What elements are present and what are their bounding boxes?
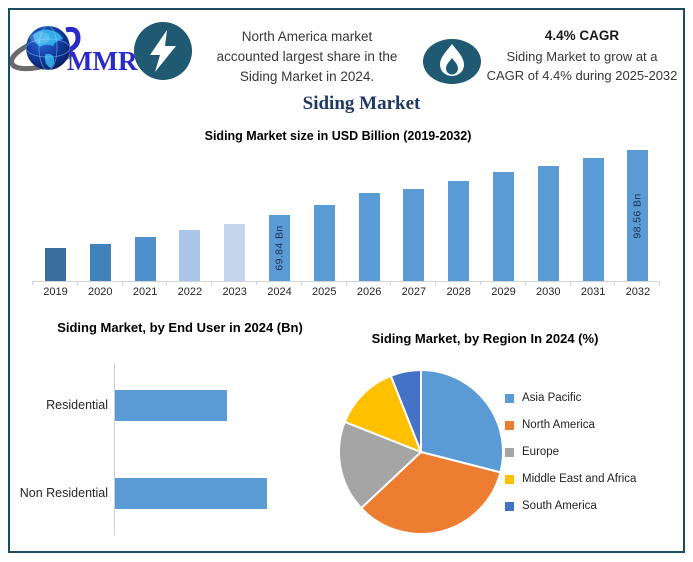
x-axis-tick (569, 281, 571, 285)
bar-2024: 69.84 Bn (269, 215, 290, 281)
legend-swatch (505, 501, 514, 511)
pie-slice-asia-pacific (420, 368, 504, 474)
legend-swatch (505, 393, 514, 403)
end-user-bar-0 (115, 390, 227, 421)
callout-line: Siding Market in 2024. (239, 69, 375, 84)
x-axis-tick (435, 281, 437, 285)
legend-swatch (505, 474, 514, 484)
lightning-icon (150, 30, 176, 72)
x-axis-tick (121, 281, 123, 285)
legend-item-north-america: North America (505, 418, 595, 432)
flame-icon (440, 44, 464, 76)
end-user-axis-line (114, 363, 115, 535)
x-axis-label-2024: 2024 (267, 286, 292, 298)
bar-value-label-2032: 98.56 Bn (631, 192, 644, 239)
bar-2027 (403, 189, 425, 281)
x-axis-label-2032: 2032 (625, 286, 651, 298)
x-axis-tick (480, 281, 481, 285)
callout-north-america: North America market accounted largest s… (203, 27, 411, 87)
x-axis-label-2019: 2019 (43, 286, 68, 298)
flame-badge (423, 39, 481, 84)
x-axis-label-2020: 2020 (88, 286, 113, 298)
bar-value-label-2024: 69.84 Bn (273, 225, 286, 271)
x-axis-label-2022: 2022 (177, 286, 203, 298)
region-chart-title: Siding Market, by Region In 2024 (%) (371, 331, 599, 346)
callout-line: North America market (241, 29, 373, 44)
cagr-line: Siding Market to grow at a (506, 49, 658, 64)
legend-label: Europe (522, 446, 560, 458)
legend-label: Middle East and Africa (522, 473, 637, 485)
lightning-badge (134, 22, 192, 80)
legend-label: South America (522, 500, 597, 512)
cagr-line: CAGR of 4.4% during 2025-2032 (486, 68, 678, 83)
bar-2026 (358, 193, 380, 281)
pie-slice-europe (338, 420, 423, 510)
globe-logo-graphic: MMR (9, 25, 138, 76)
legend-item-europe: Europe (505, 445, 559, 459)
region-pie-chart (338, 368, 504, 535)
bar-2021 (134, 237, 156, 281)
legend-label: North America (522, 419, 595, 431)
legend-label: Asia Pacific (522, 392, 582, 404)
pie-slice-middle-east-and-africa (343, 374, 423, 454)
end-user-label-1: Non Residential (19, 486, 108, 500)
end-user-chart-title: Siding Market, by End User in 2024 (Bn) (57, 320, 303, 335)
x-axis-label-2028: 2028 (446, 286, 471, 298)
cagr-heading: 4.4% CAGR (544, 28, 620, 43)
x-axis-tick (76, 281, 78, 285)
x-axis-tick (345, 281, 347, 285)
callout-cagr: 4.4% CAGR Siding Market to grow at a CAG… (476, 26, 688, 85)
legend-swatch (505, 420, 514, 430)
bar-2023 (224, 224, 246, 281)
x-axis-label-2025: 2025 (312, 286, 337, 298)
bar-2019 (45, 248, 66, 281)
x-axis-tick (659, 281, 661, 285)
mmr-logo: MMR (9, 14, 138, 86)
legend-item-south-america: South America (505, 499, 597, 513)
bar-2030 (537, 166, 559, 281)
bar-2029 (493, 172, 514, 281)
bar-2032: 98.56 Bn (627, 150, 649, 281)
end-user-bar-1 (115, 478, 267, 509)
bar-2025 (313, 205, 335, 281)
x-axis-tick (256, 281, 257, 285)
bar-2031 (582, 158, 604, 281)
x-axis-tick (300, 281, 302, 285)
x-axis-tick (614, 281, 616, 285)
x-axis-label-2027: 2027 (401, 286, 427, 298)
x-axis-tick (524, 281, 526, 285)
page-title: Siding Market (302, 93, 421, 114)
market-size-chart-title: Siding Market size in USD Billion (2019-… (204, 129, 472, 143)
x-axis-label-2030: 2030 (536, 286, 561, 298)
legend-item-asia-pacific: Asia Pacific (505, 391, 581, 405)
x-axis-label-2029: 2029 (491, 286, 516, 298)
pie-slice-south-america (389, 368, 422, 453)
logo-curl (65, 26, 81, 53)
bar-2028 (448, 181, 470, 281)
x-axis-tick (211, 281, 213, 285)
pie-slice-north-america (359, 450, 502, 535)
x-axis-tick (166, 281, 168, 285)
x-axis-label-2031: 2031 (580, 286, 606, 298)
bar-2020 (89, 244, 111, 281)
x-axis-tick (32, 281, 33, 285)
legend-item-middle-east-and-africa: Middle East and Africa (505, 472, 636, 486)
callout-line: accounted largest share in the (216, 49, 398, 64)
x-axis-tick (390, 281, 392, 285)
bar-2022 (179, 230, 201, 281)
x-axis-label-2023: 2023 (222, 286, 247, 298)
x-axis-label-2021: 2021 (132, 286, 158, 298)
logo-text: MMR (67, 46, 138, 76)
x-axis-label-2026: 2026 (356, 286, 382, 298)
legend-swatch (505, 447, 514, 457)
end-user-label-0: Residential (46, 398, 108, 412)
